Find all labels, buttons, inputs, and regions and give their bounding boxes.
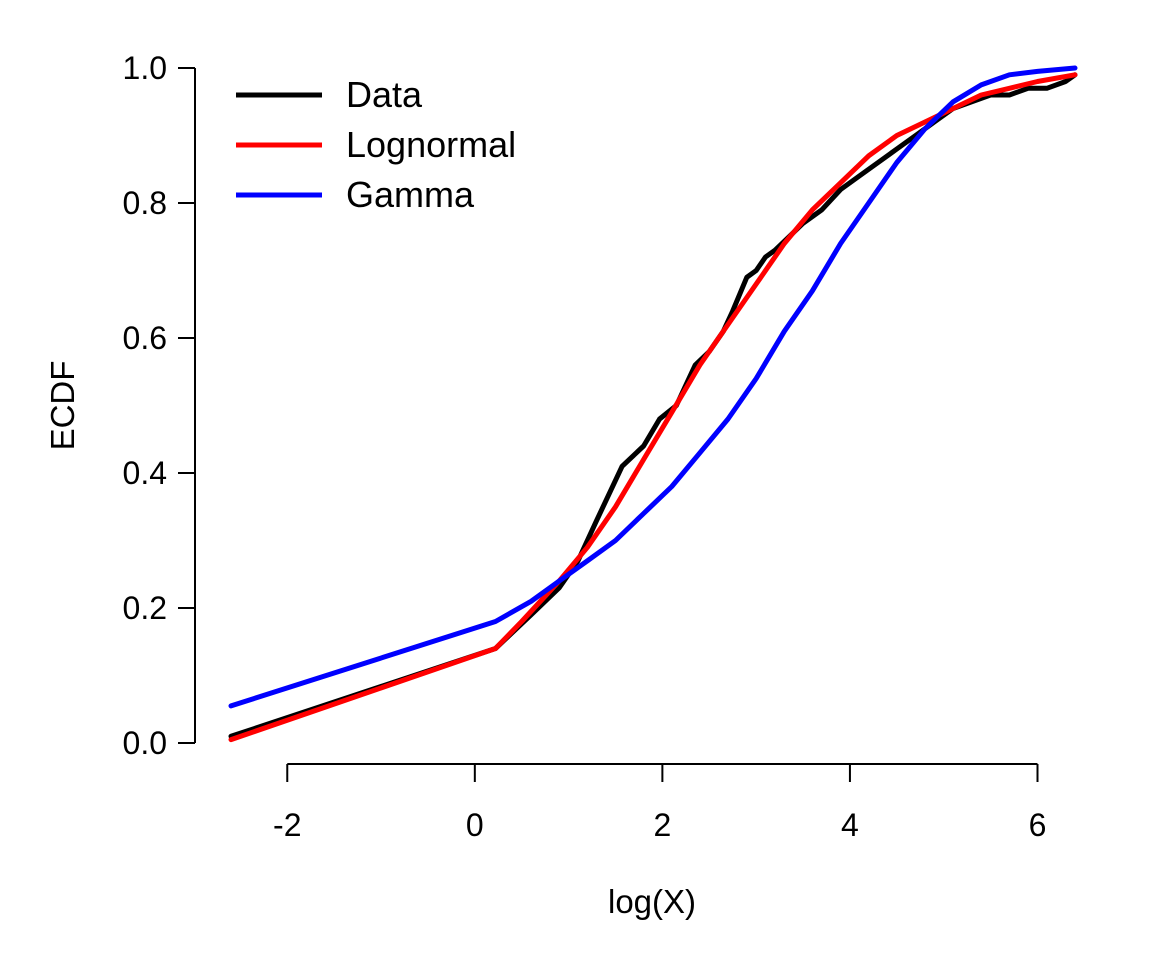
y-tick-label: 0.2 — [123, 590, 167, 626]
series-line-lognormal — [228, 72, 1078, 743]
x-tick-label: 6 — [1029, 807, 1047, 843]
y-tick-label: 1.0 — [123, 50, 167, 86]
y-tick-label: 0.4 — [123, 455, 167, 491]
y-axis-title: ECDF — [44, 361, 81, 451]
x-tick-label: 4 — [841, 807, 859, 843]
x-tick-label: 0 — [466, 807, 484, 843]
y-tick-label: 0.8 — [123, 185, 167, 221]
x-tick-label: -2 — [273, 807, 301, 843]
y-tick-label: 0.6 — [123, 320, 167, 356]
series-line-data — [228, 72, 1078, 739]
legend: Data Lognormal Gamma — [236, 74, 516, 215]
y-axis: 0.0 0.2 0.4 0.6 0.8 1.0 — [123, 50, 196, 761]
x-axis-title: log(X) — [608, 883, 696, 920]
x-tick-label: 2 — [653, 807, 671, 843]
series-layer — [228, 65, 1078, 743]
legend-label-gamma: Gamma — [346, 174, 475, 215]
series-line-gamma — [228, 65, 1078, 709]
legend-label-lognormal: Lognormal — [346, 124, 516, 165]
x-axis: -2 0 2 4 6 — [273, 763, 1047, 843]
legend-label-data: Data — [346, 74, 423, 115]
y-tick-label: 0.0 — [123, 725, 167, 761]
